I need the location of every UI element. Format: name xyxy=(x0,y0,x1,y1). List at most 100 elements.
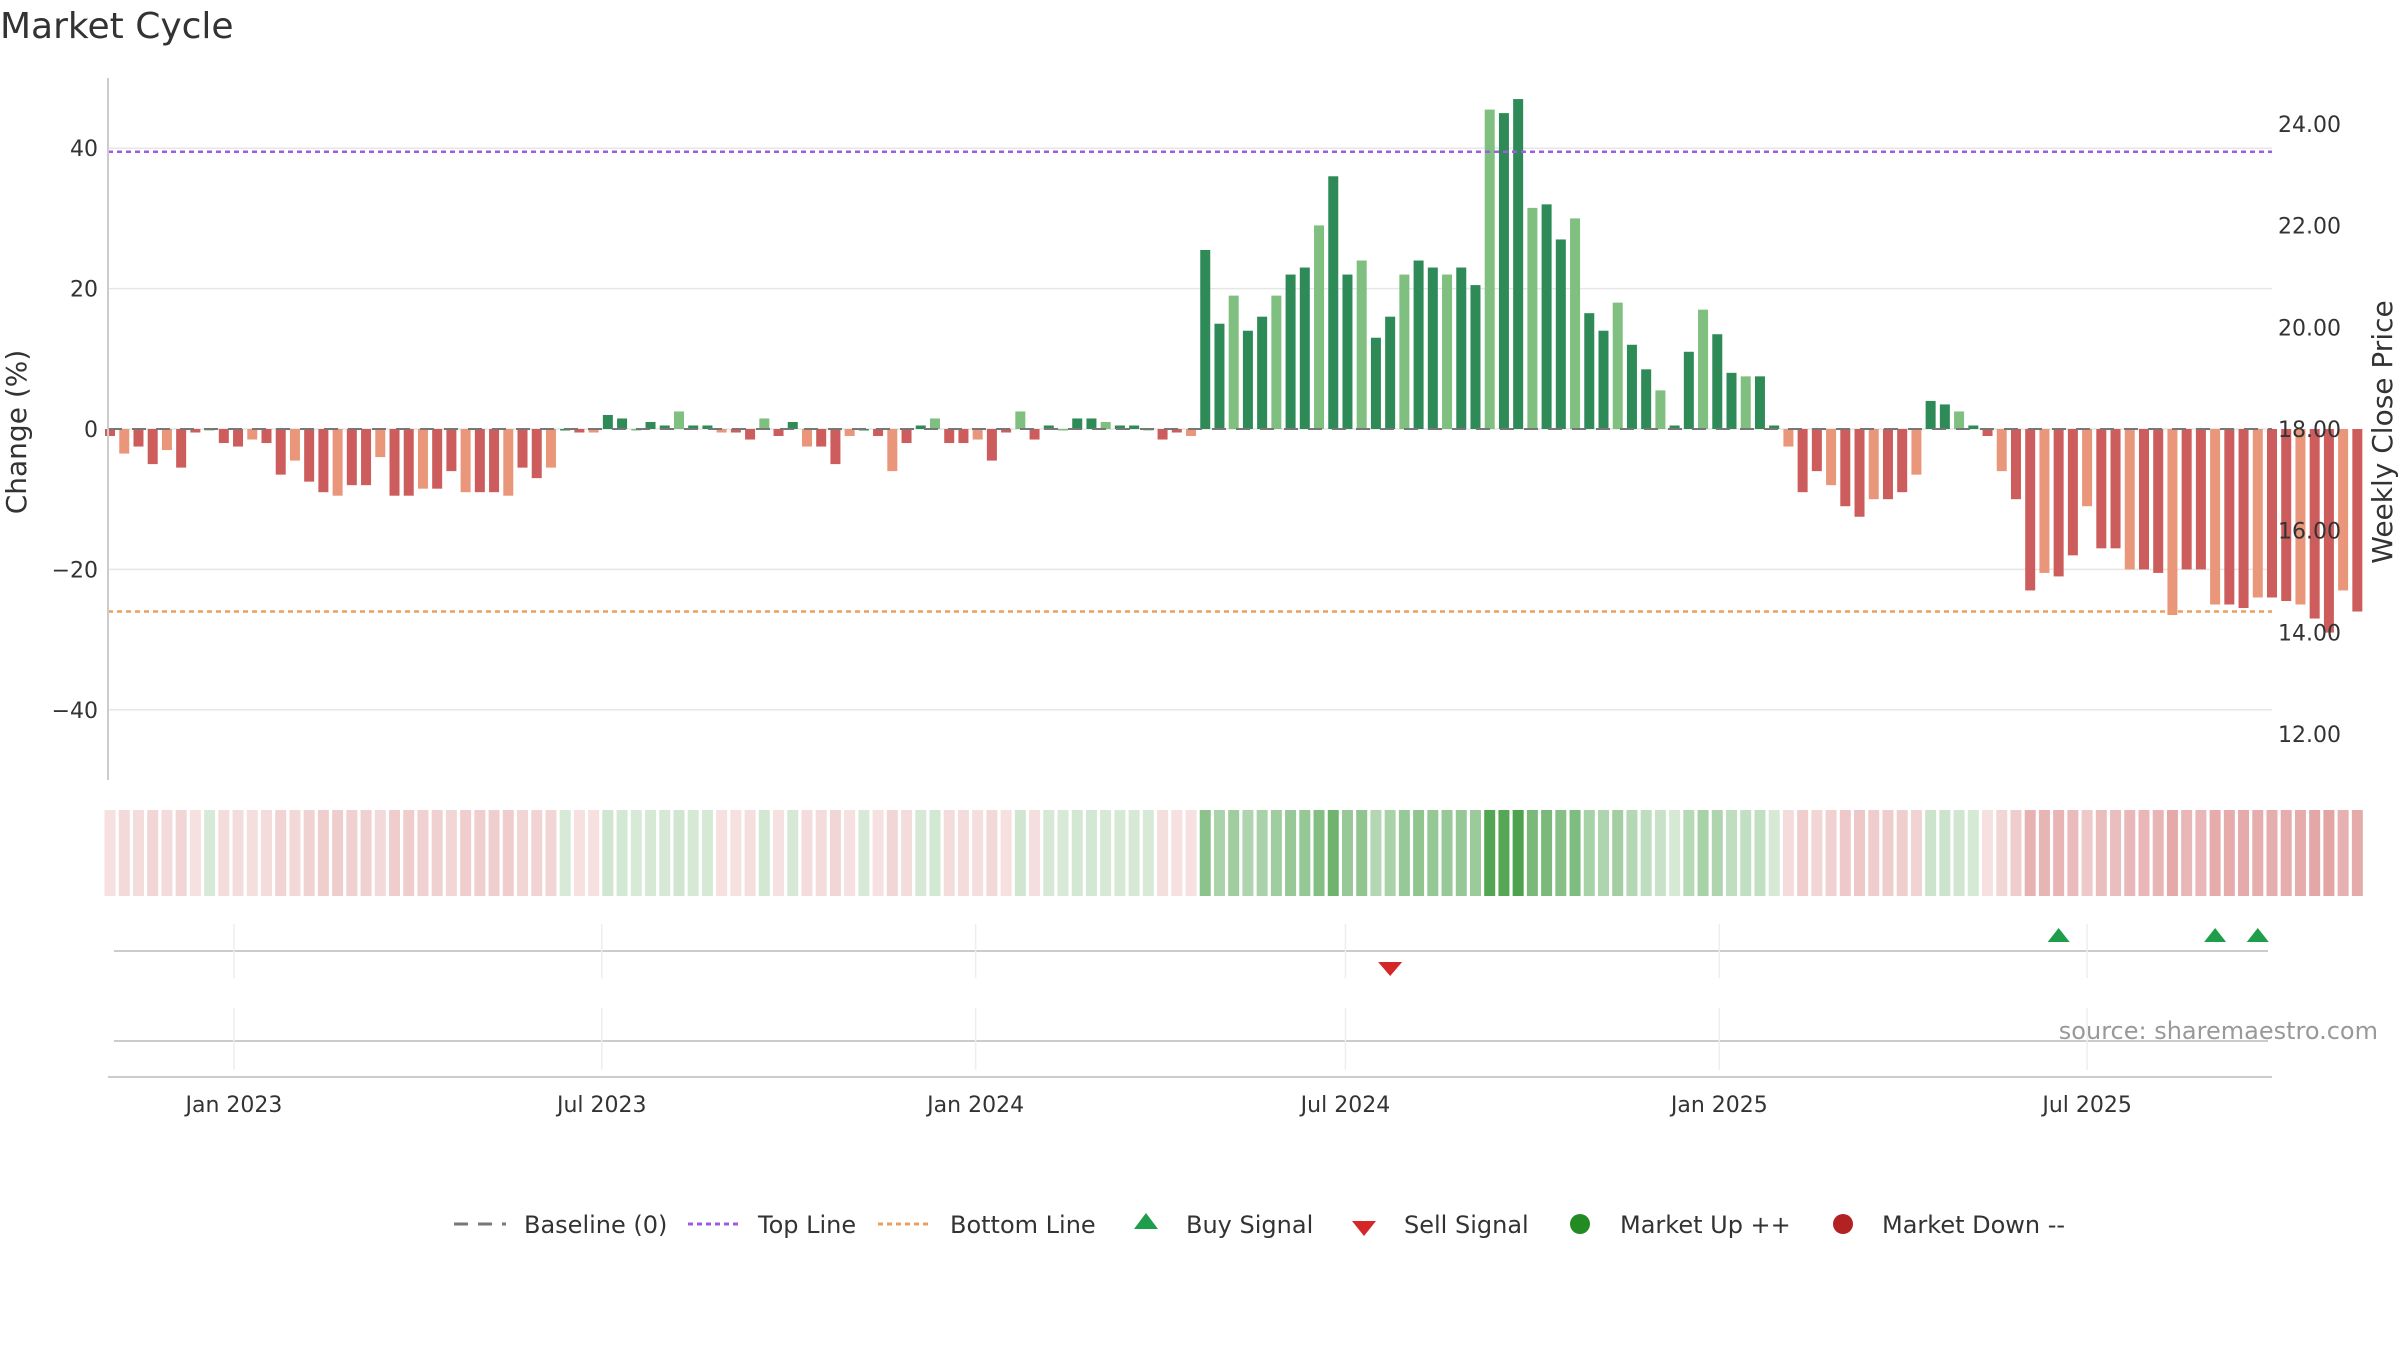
change-bar xyxy=(1996,429,2007,472)
change-bar xyxy=(1271,295,1282,429)
heat-cell xyxy=(545,810,557,896)
change-bar xyxy=(1513,99,1524,429)
heat-cell xyxy=(1740,810,1752,896)
legend: Baseline (0) Top Line Bottom Line Buy Si… xyxy=(454,1211,2065,1239)
heat-cell xyxy=(2252,810,2264,896)
heat-cell xyxy=(1640,810,1652,896)
change-bar xyxy=(1641,369,1652,429)
change-bar xyxy=(403,429,414,496)
heat-cell xyxy=(431,810,443,896)
sell-signal-marker xyxy=(1378,962,1403,976)
change-bar xyxy=(1114,425,1125,429)
change-bar xyxy=(1712,334,1723,429)
y2-tick-label: 20.00 xyxy=(2278,316,2341,341)
legend-bottom-line-label: Bottom Line xyxy=(950,1211,1096,1239)
change-bar xyxy=(432,429,443,489)
heat-cell xyxy=(2223,810,2235,896)
heat-cell xyxy=(829,810,841,896)
heat-cell xyxy=(2238,810,2250,896)
change-bar xyxy=(1797,429,1808,493)
change-bar xyxy=(1612,302,1623,429)
change-bar xyxy=(1314,225,1325,429)
change-bar xyxy=(318,429,329,493)
change-bar xyxy=(944,429,955,444)
change-bar xyxy=(1029,429,1040,440)
change-bar xyxy=(1826,429,1837,486)
heat-cell xyxy=(118,810,130,896)
heat-cell xyxy=(403,810,415,896)
legend-baseline-label: Baseline (0) xyxy=(524,1211,667,1239)
change-bar xyxy=(1043,425,1054,429)
change-bar xyxy=(1228,295,1239,429)
heat-cell xyxy=(346,810,358,896)
axes-layer: 40 20 0 −20 −40 24.00 22.00 20.00 18.00 16.00 14.0… xyxy=(52,78,2341,1118)
y-tick-label: −20 xyxy=(52,558,98,583)
change-bar xyxy=(460,429,471,493)
change-bar xyxy=(1299,267,1310,429)
change-bar xyxy=(702,425,713,429)
heat-cell xyxy=(289,810,301,896)
heat-cell xyxy=(374,810,386,896)
y2-tick-label: 18.00 xyxy=(2278,418,2341,443)
y2-axis-title: Weekly Close Price xyxy=(2366,300,2399,563)
change-bar xyxy=(1086,418,1097,429)
change-bar xyxy=(1328,176,1339,429)
heat-cell xyxy=(659,810,671,896)
heat-cell xyxy=(1171,810,1183,896)
change-bar xyxy=(745,429,756,440)
heat-cell xyxy=(1825,810,1837,896)
heat-cell xyxy=(986,810,998,896)
change-bar xyxy=(133,429,144,447)
change-bar xyxy=(1811,429,1822,472)
heat-cell xyxy=(1612,810,1624,896)
change-bar xyxy=(574,429,585,433)
change-bar xyxy=(1740,376,1751,429)
heat-cell xyxy=(616,810,628,896)
change-bar xyxy=(1726,372,1737,429)
bars-layer xyxy=(105,99,2363,633)
heat-cell xyxy=(2266,810,2278,896)
heat-cell xyxy=(1910,810,1922,896)
heat-cell xyxy=(1512,810,1524,896)
change-bar xyxy=(2124,429,2135,570)
heat-cell xyxy=(1726,810,1738,896)
change-bar xyxy=(1342,274,1353,429)
heat-cell xyxy=(1626,810,1638,896)
heat-cell xyxy=(886,810,898,896)
heat-cell xyxy=(1455,810,1467,896)
heat-cell xyxy=(1384,810,1396,896)
change-bar xyxy=(2267,429,2277,598)
heat-cell xyxy=(1868,810,1880,896)
source-label: source: sharemaestro.com xyxy=(2059,1017,2378,1045)
heat-cell xyxy=(1327,810,1339,896)
change-bar xyxy=(830,429,841,465)
heat-cell xyxy=(1839,810,1851,896)
change-bar xyxy=(1370,337,1381,429)
change-bar xyxy=(617,418,628,429)
heat-cell xyxy=(147,810,159,896)
x-tick-label: Jan 2023 xyxy=(184,1093,283,1118)
heat-cell xyxy=(1441,810,1453,896)
change-bar xyxy=(1214,323,1225,429)
change-bar xyxy=(261,429,272,444)
heat-cell xyxy=(1854,810,1866,896)
change-bar xyxy=(517,429,528,468)
change-bar xyxy=(2053,429,2064,577)
x-tick-label: Jul 2025 xyxy=(2040,1093,2132,1118)
heat-cell xyxy=(1142,810,1154,896)
heat-cell xyxy=(1484,810,1496,896)
heat-cell xyxy=(844,810,856,896)
change-bar xyxy=(1399,274,1410,429)
change-bar xyxy=(1982,429,1993,437)
change-bar xyxy=(1854,429,1865,517)
heat-cell xyxy=(2166,810,2178,896)
change-bar xyxy=(389,429,400,496)
heat-cell xyxy=(815,810,827,896)
change-bar xyxy=(289,429,300,461)
heat-cell xyxy=(531,810,543,896)
change-bar xyxy=(2025,429,2036,591)
change-bar xyxy=(1754,376,1765,429)
heat-cell xyxy=(1925,810,1937,896)
change-bar xyxy=(1954,411,1965,429)
heat-cell xyxy=(175,810,187,896)
